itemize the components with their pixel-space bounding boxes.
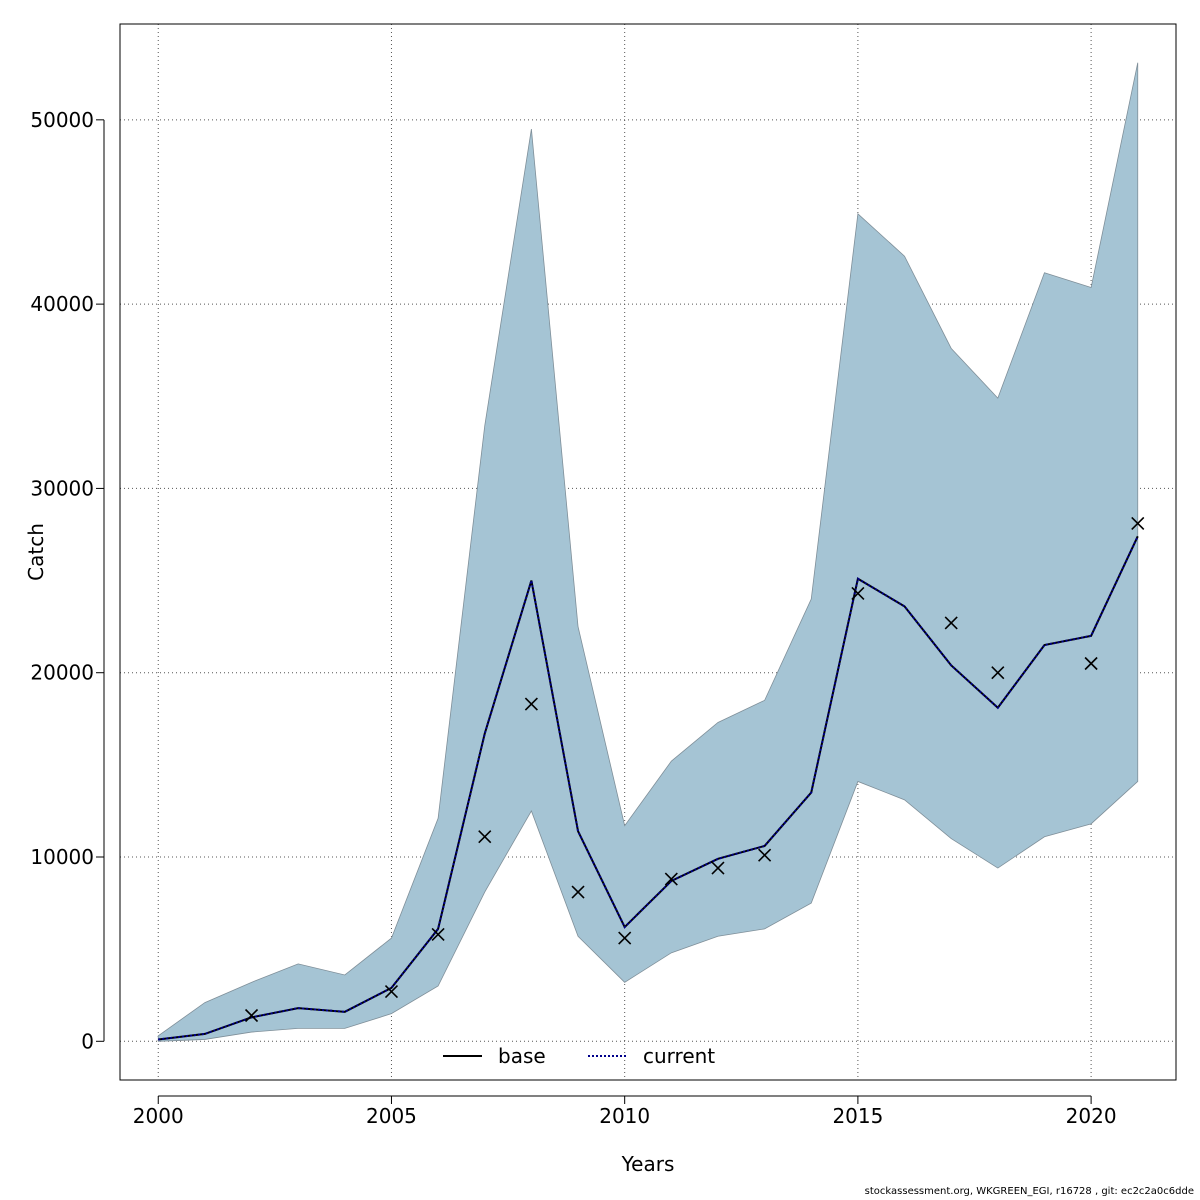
- observed-point: [1131, 516, 1145, 531]
- observed-point: [711, 861, 725, 875]
- legend: base current: [443, 1044, 715, 1068]
- observed-point-stroke: [711, 861, 725, 875]
- observed-point: [1084, 656, 1098, 671]
- x-tick-label: 2015: [832, 1104, 883, 1128]
- y-tick-label: 40000: [30, 292, 94, 316]
- observed-point-stroke: [524, 697, 538, 711]
- y-tick-label: 30000: [30, 476, 94, 500]
- observed-point: [431, 927, 445, 941]
- x-tick-label: 2005: [366, 1104, 417, 1128]
- series-lines: [158, 535, 1139, 1041]
- observed-point-stroke: [664, 872, 678, 886]
- observed-point: [384, 984, 399, 999]
- y-tick-label: 20000: [30, 661, 94, 685]
- x-tick-label: 2020: [1066, 1104, 1117, 1128]
- series-line-current: [158, 535, 1139, 1041]
- observed-point: [944, 616, 958, 630]
- observed-point-stroke: [944, 616, 958, 630]
- observed-point-stroke: [618, 931, 632, 945]
- observed-point-stroke: [244, 1008, 259, 1023]
- y-axis: 0 10000 20000 30000 40000 50000: [30, 108, 105, 1053]
- observed-point: [244, 1008, 259, 1023]
- observed-point-stroke: [431, 927, 445, 941]
- x-tick-label: 2010: [599, 1104, 650, 1128]
- x-axis-title: Years: [621, 1152, 675, 1176]
- observed-point-stroke: [571, 885, 585, 899]
- observed-point-stroke: [851, 586, 865, 601]
- observed-point: [851, 586, 865, 601]
- observed-point-stroke: [1131, 516, 1145, 531]
- y-axis-title: Catch: [24, 523, 48, 581]
- legend-current-label: current: [643, 1044, 715, 1068]
- observed-point: [478, 830, 492, 844]
- observed-point: [571, 885, 585, 899]
- observed-point-stroke: [1084, 656, 1098, 671]
- observed-point-stroke: [384, 984, 399, 999]
- confidence-band: [157, 62, 1139, 1042]
- observed-point: [758, 848, 772, 862]
- legend-base-label: base: [498, 1044, 546, 1068]
- x-tick-label: 2000: [133, 1104, 184, 1128]
- footer-credit: stockassessment.org, WKGREEN_EGI, r16728…: [864, 1186, 1194, 1197]
- observed-point: [524, 697, 538, 711]
- plot-frame: [119, 23, 1177, 1081]
- observed-point: [664, 872, 678, 886]
- x-axis: 2000 2005 2010 2015 2020: [133, 1095, 1117, 1128]
- y-tick-label: 10000: [30, 845, 94, 869]
- observed-points: [244, 516, 1145, 1023]
- observed-point-stroke: [478, 830, 492, 844]
- observed-point-stroke: [758, 848, 772, 862]
- y-tick-label: 50000: [30, 108, 94, 132]
- observed-point: [991, 666, 1005, 680]
- observed-point: [618, 931, 632, 945]
- y-tick-label: 0: [81, 1029, 94, 1053]
- observed-point-stroke: [991, 666, 1005, 680]
